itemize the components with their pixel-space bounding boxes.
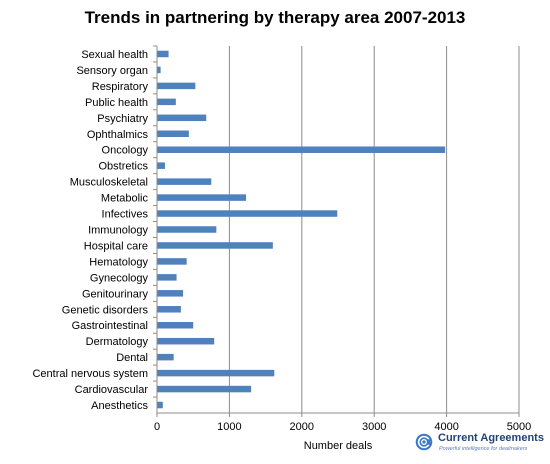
y-tick-label: Infectives	[102, 209, 149, 221]
y-tick-label: Respiratory	[92, 81, 149, 93]
current-agreements-logo-icon	[415, 433, 433, 451]
brand-name: Current Agreements	[438, 432, 544, 444]
x-tick-label: 4000	[434, 421, 458, 433]
y-tick-label: Musculoskeletal	[70, 177, 148, 189]
x-tick-label: 5000	[507, 421, 531, 433]
bar	[157, 306, 181, 313]
y-tick-label: Central nervous system	[32, 368, 148, 380]
bars	[157, 50, 446, 409]
bar	[157, 162, 165, 169]
bar	[157, 50, 169, 58]
bar	[157, 114, 207, 122]
x-tick-label: 3000	[362, 421, 386, 433]
y-tick-label: Sexual health	[81, 49, 148, 61]
x-tick-label: 2000	[290, 421, 314, 433]
y-tick-label: Obstretics	[98, 161, 148, 173]
bar	[157, 369, 275, 377]
y-tick-label: Sensory organ	[76, 65, 148, 77]
y-tick-label: Genitourinary	[82, 288, 149, 300]
y-tick-label: Metabolic	[101, 193, 149, 205]
bar	[157, 210, 338, 217]
bar	[157, 66, 161, 74]
chart-title: Trends in partnering by therapy area 200…	[84, 8, 466, 27]
y-tick-label: Cardiovascular	[75, 384, 149, 396]
bar	[157, 353, 174, 361]
y-tick-label: Dental	[116, 352, 148, 364]
gridlines	[228, 46, 520, 413]
x-axis-title: Number deals	[304, 440, 373, 452]
bar	[157, 385, 252, 393]
y-tick-label: Anesthetics	[91, 400, 148, 412]
y-tick-label: Gastrointestinal	[72, 320, 148, 332]
y-tick-label: Immunology	[88, 225, 148, 237]
bar	[157, 321, 194, 329]
axes	[153, 45, 520, 417]
y-tick-label: Psychiatry	[97, 113, 148, 125]
bar	[157, 194, 247, 201]
y-tick-label: Hospital care	[84, 240, 148, 252]
bar	[157, 290, 184, 297]
bar	[157, 178, 212, 185]
y-tick-labels: Sexual health Sensory organ Respiratory Pub…	[32, 49, 148, 412]
bar	[157, 337, 215, 345]
y-tick-label: Ophthalmics	[87, 129, 149, 141]
y-tick-label: Public health	[85, 97, 148, 109]
y-tick-label: Gynecology	[90, 272, 149, 284]
bar	[157, 258, 187, 265]
bar	[157, 274, 177, 281]
x-tick-labels: 0 1000 2000 3000 4000 5000	[154, 421, 531, 433]
y-tick-label: Genetic disorders	[62, 304, 149, 316]
bar	[157, 130, 189, 138]
bar	[157, 401, 163, 409]
x-tick-label: 1000	[217, 421, 241, 433]
brand-logo: Current Agreements Powerful intelligence…	[414, 431, 546, 457]
x-tick-label: 0	[154, 421, 160, 433]
bar	[157, 242, 273, 249]
bar	[157, 98, 176, 106]
bar	[157, 146, 446, 153]
y-tick-label: Dermatology	[86, 336, 149, 348]
bar	[157, 82, 196, 90]
bar	[157, 226, 217, 233]
y-tick-label: Hematology	[89, 256, 148, 268]
brand-tagline: Powerful intelligence for dealmakers	[439, 446, 528, 452]
y-tick-label: Oncology	[102, 145, 149, 157]
